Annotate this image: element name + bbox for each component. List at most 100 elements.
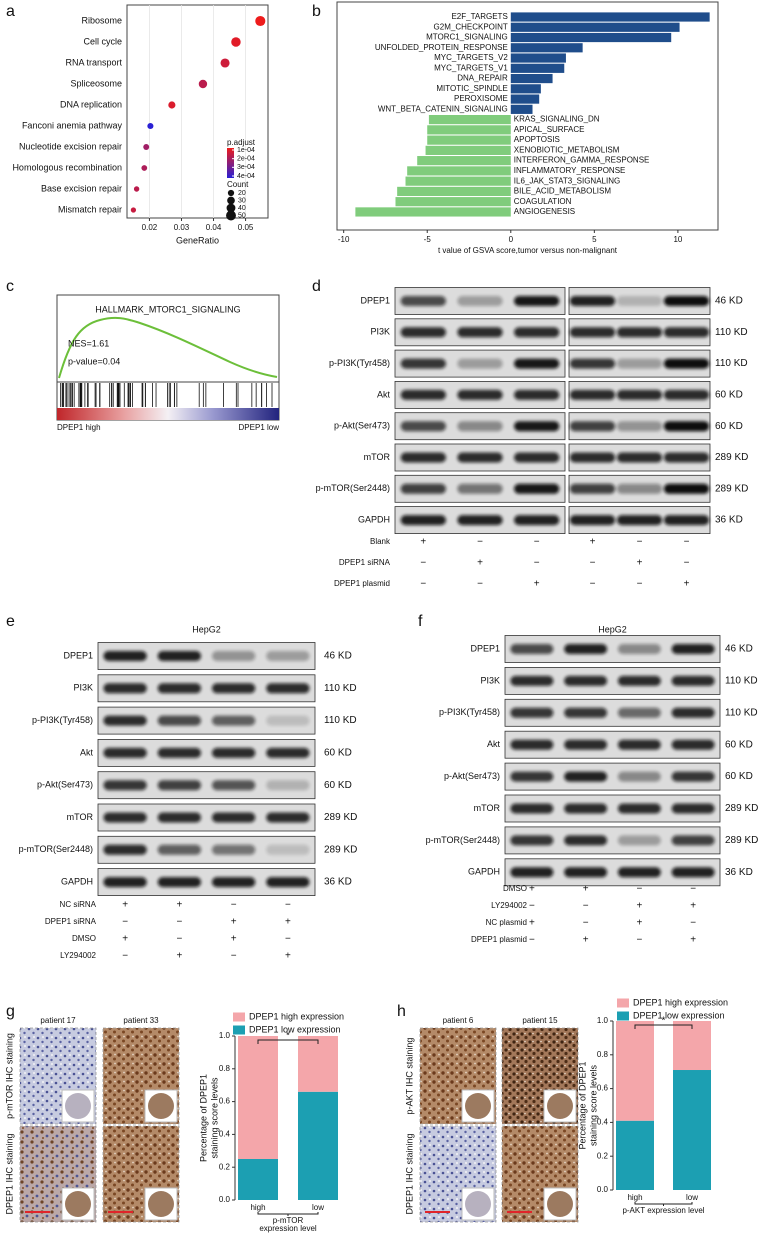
y-tick-label: Cell cycle — [83, 36, 122, 46]
y-tick-label: Base excision repair — [41, 183, 122, 193]
dot — [133, 186, 140, 192]
condition-sign: − — [529, 901, 535, 912]
bar — [355, 207, 511, 217]
enrichment-curve — [58, 316, 278, 379]
y-tick-label: 0.4 — [597, 1118, 609, 1127]
size-label: 289 KD — [715, 483, 748, 494]
panel-letter: a — [6, 3, 15, 20]
x-axis-label: t value of GSVA score,tumor versus non-m… — [438, 246, 618, 255]
bar-segment — [616, 1021, 654, 1121]
blot-band — [671, 644, 715, 654]
legend-label: 30 — [238, 197, 246, 204]
bar — [510, 94, 540, 104]
bar — [510, 22, 680, 32]
blot-band — [663, 483, 710, 494]
bar-segment — [238, 1159, 278, 1200]
blot-band — [569, 296, 616, 306]
legend-label: DPEP1 high expression — [249, 1011, 344, 1021]
size-label: 46 KD — [324, 651, 352, 662]
nes-label: NES=1.61 — [68, 338, 109, 348]
y-axis-label: Percentage of DPEP1 — [577, 1061, 587, 1149]
protein-label: GAPDH — [358, 514, 390, 524]
x-tick-label: 0.03 — [174, 223, 190, 232]
blot-band — [514, 358, 560, 369]
blot-band — [569, 358, 616, 369]
blot-band — [157, 747, 202, 758]
condition-sign: + — [636, 918, 642, 929]
gsea-left-label: DPEP1 high — [57, 423, 101, 432]
protein-label: Akt — [487, 739, 501, 749]
blot-band — [514, 327, 560, 338]
stain-label: DPEP1 IHC staining — [4, 1133, 14, 1214]
blot-band — [400, 358, 446, 369]
dot — [141, 165, 148, 171]
blot-band — [211, 715, 256, 726]
size-label: 110 KD — [324, 715, 357, 726]
bar — [428, 115, 511, 125]
condition-sign: − — [477, 579, 483, 590]
panel-letter: g — [6, 1003, 15, 1020]
blot-band — [564, 707, 608, 718]
y-tick-label: 0.6 — [219, 1097, 231, 1106]
blot-band — [671, 707, 715, 718]
bar-label: MTORC1_SIGNALING — [426, 33, 508, 42]
bar — [397, 186, 511, 197]
blot-band — [616, 452, 663, 463]
bar-label: UNFOLDED_PROTEIN_RESPONSE — [375, 43, 508, 52]
condition-sign: − — [590, 558, 596, 569]
bar-label: BILE_ACID_METABOLISM — [514, 187, 612, 196]
dot — [231, 37, 241, 47]
blot-band — [457, 421, 503, 432]
blot-band — [157, 844, 202, 855]
condition-sign: + — [690, 935, 696, 946]
legend-label: 50 — [238, 212, 246, 219]
y-tick-label: Mismatch repair — [58, 204, 122, 214]
blot-band — [457, 483, 503, 494]
condition-sign: − — [529, 935, 535, 946]
blot-band — [564, 739, 608, 750]
dot — [143, 144, 150, 150]
legend-tick-label: 3e-04 — [237, 164, 255, 171]
blot-band — [616, 296, 663, 306]
x-tick-label: low — [686, 1193, 698, 1202]
bar-label: IL6_JAK_STAT3_SIGNALING — [514, 176, 620, 185]
bar-label: PEROXISOME — [454, 94, 508, 103]
condition-sign: − — [590, 579, 596, 590]
bar-label: INFLAMMATORY_RESPONSE — [514, 166, 626, 175]
condition-sign: − — [583, 918, 589, 929]
protein-label: mTOR — [474, 803, 501, 813]
significance-bracket — [257, 1039, 319, 1044]
blot-band — [510, 803, 554, 814]
inset-core — [547, 1191, 573, 1217]
bar — [395, 197, 511, 207]
legend-swatch — [617, 1011, 629, 1021]
axis-bracket — [257, 1212, 319, 1216]
y-tick-label: Ribosome — [81, 15, 122, 25]
blot-band — [616, 421, 663, 432]
gsea-right-label: DPEP1 low — [239, 423, 280, 432]
condition-sign: − — [690, 918, 696, 929]
patient-label: patient 33 — [123, 1016, 159, 1025]
inset-core — [65, 1191, 91, 1217]
blot-band — [103, 715, 147, 726]
blot-band — [400, 421, 446, 432]
y-tick-label: 0.4 — [219, 1130, 231, 1139]
blot-band — [564, 803, 608, 814]
blot-band — [266, 877, 310, 888]
protein-label: PI3K — [73, 683, 93, 693]
x-tick-label: 0.02 — [142, 223, 158, 232]
size-label: 289 KD — [715, 452, 748, 463]
condition-sign: + — [529, 918, 535, 929]
blot-band — [617, 707, 661, 718]
blot-band — [671, 867, 715, 878]
bar — [425, 145, 511, 155]
blot-group-title: HepG2 — [192, 624, 221, 634]
blot-band — [617, 675, 661, 686]
bar — [510, 53, 566, 63]
size-label: 289 KD — [725, 835, 758, 846]
x-axis-label: GeneRatio — [176, 235, 219, 245]
condition-sign: − — [583, 901, 589, 912]
blot-band — [510, 739, 554, 750]
x-axis-label: p-mTOR — [273, 1216, 304, 1225]
